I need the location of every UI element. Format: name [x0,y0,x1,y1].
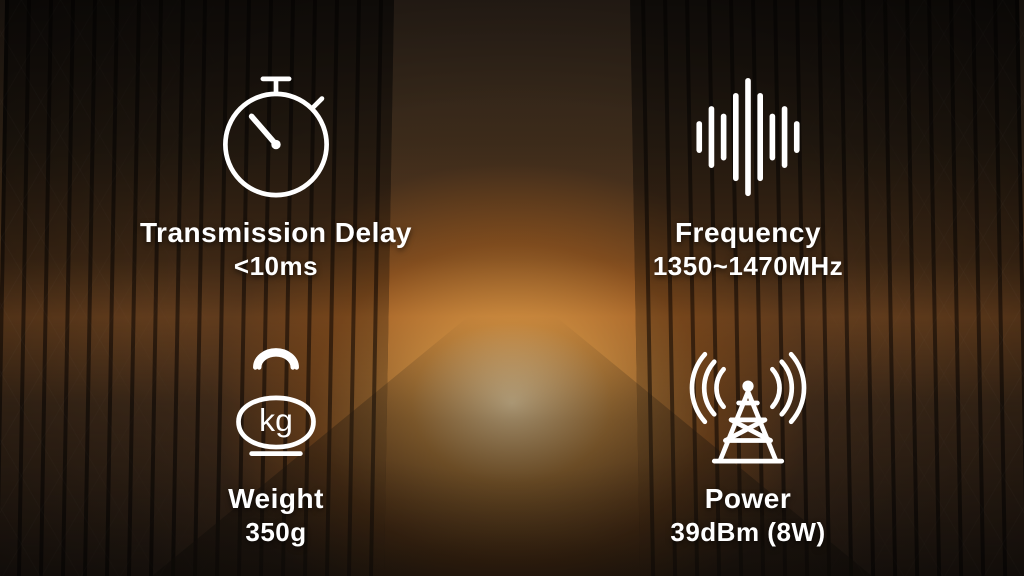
spec-value: 39dBm (8W) [670,517,825,548]
svg-text:kg: kg [259,402,293,438]
spec-title: Weight [228,484,324,515]
spec-weight: kg Weight 350g [60,286,492,548]
stopwatch-icon [201,62,351,212]
waveform-icon [673,62,823,212]
spec-value: <10ms [234,251,318,282]
tower-icon [673,328,823,478]
spec-grid: Transmission Delay <10ms Frequency 1350~… [0,0,1024,576]
spec-power: Power 39dBm (8W) [532,286,964,548]
spec-frequency: Frequency 1350~1470MHz [532,20,964,282]
spec-transmission-delay: Transmission Delay <10ms [60,20,492,282]
spec-title: Transmission Delay [140,218,412,249]
kettlebell-icon: kg [201,328,351,478]
spec-title: Power [705,484,792,515]
spec-value: 1350~1470MHz [653,251,843,282]
spec-title: Frequency [675,218,821,249]
spec-value: 350g [245,517,306,548]
